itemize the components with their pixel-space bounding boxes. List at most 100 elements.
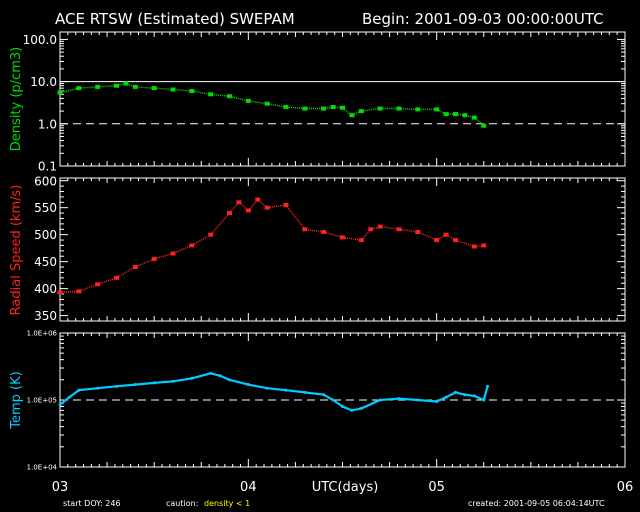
density-point [264,101,270,106]
speed-panel: 350 400 450 500 550 600 Radial Speed (km/s) [9,174,626,323]
speed-point [227,211,232,216]
caution-label: caution: [166,499,198,508]
temp-point [331,398,335,402]
density-point [453,112,458,117]
density-point [76,86,82,91]
density-point [434,107,440,112]
y-tick-label: 500 [34,228,57,242]
temp-point [350,408,354,412]
temp-point [284,388,288,392]
temp-point [472,394,476,398]
temp-point [115,384,118,388]
density-point [189,88,195,93]
density-axis-label: Density (p/cm3) [9,47,24,151]
start-doy: start DOY: 246 [63,499,121,508]
speed-frame [59,177,626,322]
speed-point [151,256,157,261]
caution-value: density < 1 [204,499,250,508]
created-time: created: 2001-09-05 06:04:14UTC [468,499,605,508]
density-reference-lines [60,81,625,125]
temp-panel: 1.0E+04 1.0E+05 1.0E+06 Temp (K) [9,330,626,472]
x-tick-label: 06 [617,480,634,495]
temp-point [96,386,100,390]
density-points [57,81,487,128]
density-point [114,83,119,88]
density-frame [59,31,626,167]
y-tick-label: 600 [34,174,57,188]
begin-time: Begin: 2001-09-03 00:00:00UTC [362,10,604,28]
temp-point [378,398,382,402]
density-point [340,105,345,110]
temp-point [435,399,439,403]
y-tick-label: 0.1 [38,160,57,174]
speed-point [340,235,345,240]
temp-y-ticks: 1.0E+04 1.0E+05 1.0E+06 [27,330,626,472]
temp-point [416,398,420,402]
y-tick-label: 450 [34,255,57,269]
density-y-ticks: 0.1 1.0 10.0 100.0 [23,32,626,174]
temp-point [209,371,213,375]
temp-axis-label: Temp (K) [9,371,24,429]
y-tick-label: 100.0 [23,33,57,47]
temp-point [322,393,326,397]
x-tick-label: 05 [428,480,445,495]
density-point [349,113,355,118]
y-tick-label: 1.0E+05 [27,397,57,405]
x-tick-label: 03 [52,480,69,495]
temp-point [58,403,62,407]
y-tick-label: 350 [34,309,57,323]
y-tick-label: 1.0 [38,117,57,131]
speed-y-ticks: 350 400 450 500 550 600 [34,174,626,323]
chart-title: ACE RTSW (Estimated) SWEPAM [55,10,295,28]
temp-point [486,384,490,388]
density-point [302,106,308,111]
temp-point [77,388,81,392]
temp-point [265,386,269,390]
temp-point [303,390,307,394]
speed-point [236,200,242,205]
temp-point [190,376,194,380]
density-point [358,109,364,114]
density-point [396,106,402,111]
density-trace [59,82,485,127]
density-point [481,123,487,128]
speed-trace [59,198,484,294]
y-tick-label: 400 [34,282,57,296]
temp-series-line [59,372,489,412]
temp-point [228,378,231,382]
density-point [227,94,232,99]
y-tick-label: 550 [34,201,57,215]
speed-point [189,243,195,248]
speed-axis-label: Radial Speed (km/s) [9,185,24,316]
temp-point [341,404,344,408]
y-tick-label: 10.0 [30,75,57,89]
x-tick-label: 04 [240,480,257,495]
x-axis-ticks: 03 04 05 06 [52,480,634,495]
speed-point [434,238,440,243]
temp-point [246,383,250,387]
speed-point [443,232,449,237]
temp-point [67,395,71,399]
x-axis-label: UTC(days) [312,480,379,495]
y-tick-label: 1.0E+06 [27,330,58,338]
temp-point [152,381,156,385]
temp-point [454,390,457,394]
density-panel: 0.1 1.0 10.0 100.0 Density (p/cm3) [9,31,626,174]
temp-line [58,371,490,412]
temp-point [463,393,467,397]
temp-point [133,383,137,387]
speed-point [321,229,327,234]
temp-point [218,374,222,378]
speed-point [264,205,270,210]
speed-point [396,227,402,232]
temp-point [359,406,363,410]
density-point [151,86,157,91]
temp-point [444,395,448,399]
y-tick-label: 1.0E+04 [27,464,58,472]
temp-point [397,397,401,401]
temp-point [171,379,175,383]
speed-points [57,197,487,295]
density-point [443,112,449,117]
temp-point [482,398,486,402]
